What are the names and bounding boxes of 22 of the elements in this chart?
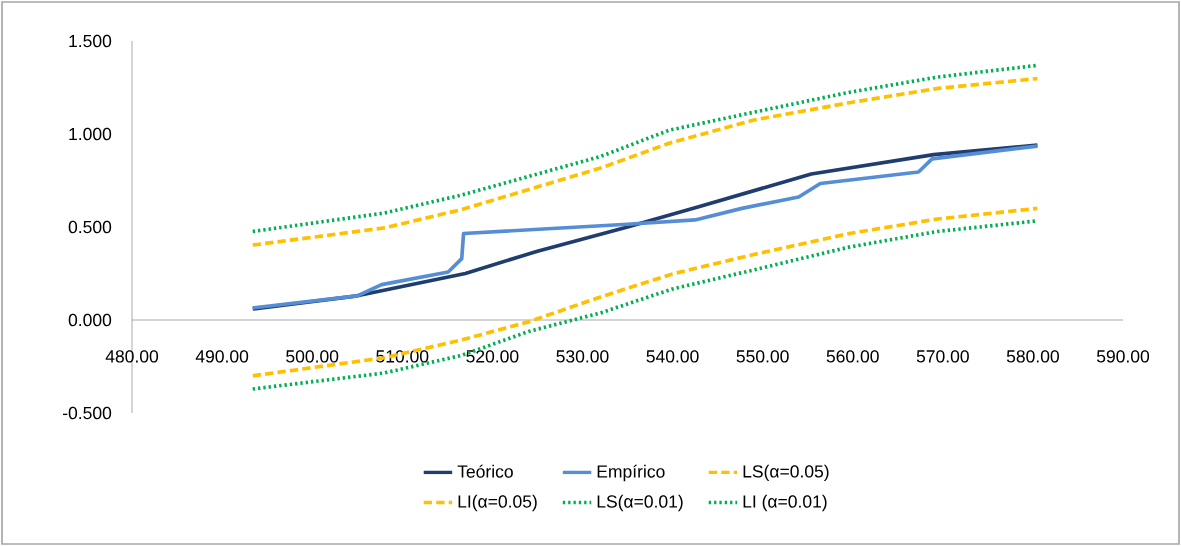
legend-label: LI(α=0.05) [458,494,537,512]
legend-label: Empírico [597,464,665,482]
x-tick-label: 550.00 [736,350,789,363]
x-tick-label: 480.00 [105,350,159,363]
legend-label: LS(α=0.05) [743,464,829,482]
x-tick-label: 570.00 [916,350,969,363]
x-tick-label: 490.00 [195,350,249,363]
x-tick-label: 520.00 [466,350,519,363]
y-tick-label: 0.500 [68,220,112,234]
x-tick-label: 500.00 [286,350,339,363]
x-tick-label: 560.00 [826,350,879,363]
x-tick-label: 530.00 [556,350,609,363]
y-tick-label: 1.500 [69,34,112,48]
legend-label: LS(α=0.01) [597,494,683,512]
x-tick-label: 590.00 [1096,350,1150,363]
x-tick-label: 540.00 [646,350,699,363]
y-tick-label: -0.500 [63,406,112,420]
y-tick-label: 1.000 [69,127,112,141]
x-tick-label: 580.00 [1006,350,1059,363]
legend-label: LI (α=0.01) [743,494,827,512]
y-tick-label: 0.000 [68,313,112,327]
legend-label: Teórico [457,464,513,478]
